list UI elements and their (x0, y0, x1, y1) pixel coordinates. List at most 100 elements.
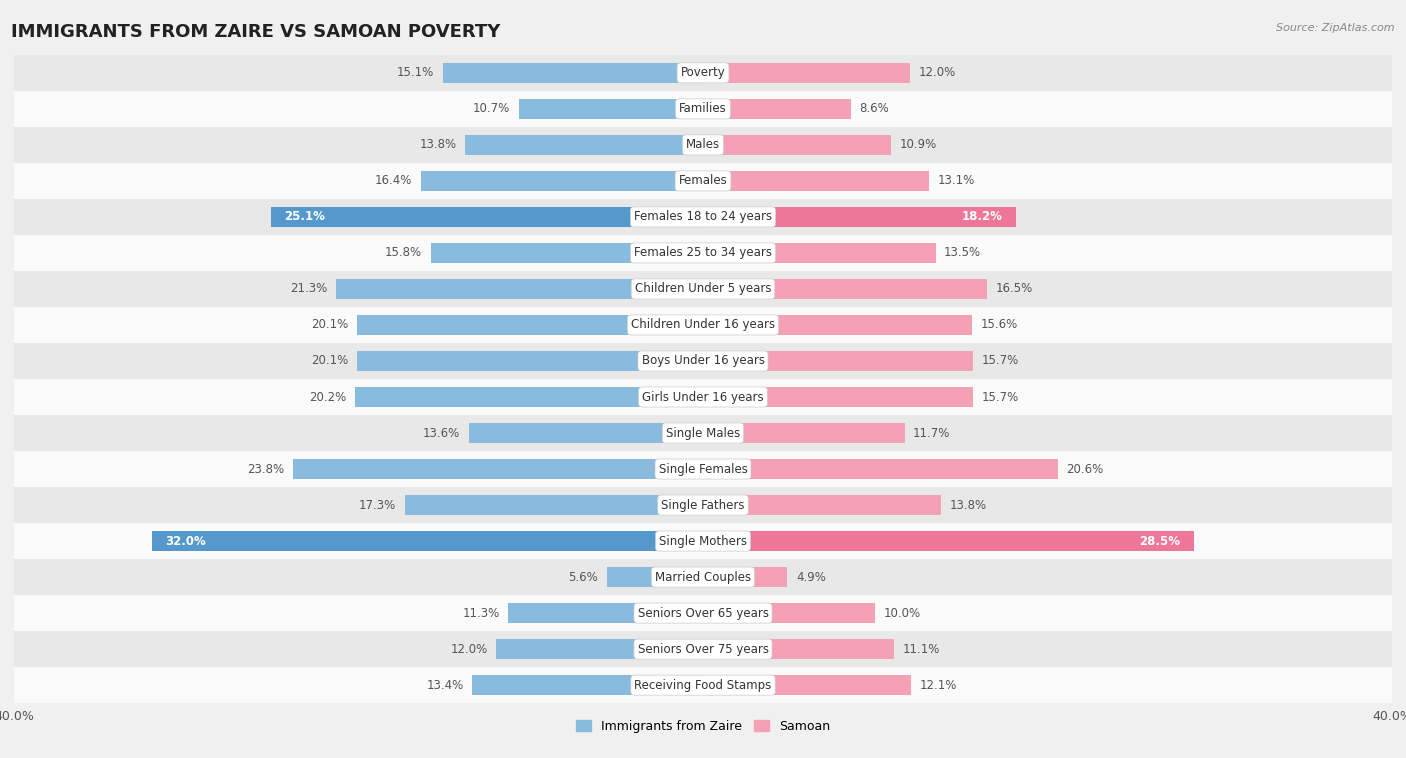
Text: 15.8%: 15.8% (385, 246, 422, 259)
Text: IMMIGRANTS FROM ZAIRE VS SAMOAN POVERTY: IMMIGRANTS FROM ZAIRE VS SAMOAN POVERTY (11, 23, 501, 41)
Text: 10.0%: 10.0% (884, 606, 921, 619)
Bar (430, 243, 703, 263)
Text: Seniors Over 75 years: Seniors Over 75 years (637, 643, 769, 656)
Text: Poverty: Poverty (681, 67, 725, 80)
Text: 10.7%: 10.7% (472, 102, 510, 115)
Bar (519, 99, 703, 119)
Bar (468, 423, 703, 443)
Bar (357, 315, 703, 335)
Bar (509, 603, 703, 623)
Text: Single Females: Single Females (658, 462, 748, 475)
Bar (703, 567, 787, 587)
Bar (703, 675, 911, 695)
Text: 13.4%: 13.4% (426, 678, 464, 691)
Text: 15.7%: 15.7% (981, 355, 1019, 368)
Text: Males: Males (686, 139, 720, 152)
Bar (703, 63, 910, 83)
Bar (703, 603, 875, 623)
Bar (14, 667, 1392, 703)
Bar (356, 387, 703, 407)
Bar (14, 199, 1392, 235)
Text: 18.2%: 18.2% (962, 211, 1002, 224)
Bar (14, 271, 1392, 307)
Text: Children Under 16 years: Children Under 16 years (631, 318, 775, 331)
Text: 16.4%: 16.4% (374, 174, 412, 187)
Bar (703, 351, 973, 371)
Bar (405, 495, 703, 515)
Text: 20.6%: 20.6% (1066, 462, 1104, 475)
Bar (703, 243, 935, 263)
Text: 5.6%: 5.6% (568, 571, 598, 584)
Text: 10.9%: 10.9% (900, 139, 936, 152)
Text: Females 25 to 34 years: Females 25 to 34 years (634, 246, 772, 259)
Text: 11.3%: 11.3% (463, 606, 499, 619)
Bar (703, 423, 904, 443)
Text: 8.6%: 8.6% (859, 102, 890, 115)
Text: Females 18 to 24 years: Females 18 to 24 years (634, 211, 772, 224)
Bar (14, 415, 1392, 451)
Text: Children Under 5 years: Children Under 5 years (634, 283, 772, 296)
Bar (703, 315, 972, 335)
Bar (703, 99, 851, 119)
Text: Source: ZipAtlas.com: Source: ZipAtlas.com (1277, 23, 1395, 33)
Bar (14, 163, 1392, 199)
Text: 32.0%: 32.0% (166, 534, 207, 547)
Bar (465, 135, 703, 155)
Text: 17.3%: 17.3% (359, 499, 396, 512)
Text: 13.5%: 13.5% (945, 246, 981, 259)
Text: 12.0%: 12.0% (918, 67, 956, 80)
Bar (14, 487, 1392, 523)
Text: 11.1%: 11.1% (903, 643, 941, 656)
Bar (336, 279, 703, 299)
Text: 28.5%: 28.5% (1139, 534, 1180, 547)
Text: 13.1%: 13.1% (938, 174, 974, 187)
Bar (703, 135, 891, 155)
Bar (14, 595, 1392, 631)
Text: Girls Under 16 years: Girls Under 16 years (643, 390, 763, 403)
Text: 15.7%: 15.7% (981, 390, 1019, 403)
Text: 13.6%: 13.6% (423, 427, 460, 440)
Bar (14, 631, 1392, 667)
Text: 4.9%: 4.9% (796, 571, 825, 584)
Bar (703, 387, 973, 407)
Bar (703, 171, 928, 191)
Bar (606, 567, 703, 587)
Bar (496, 639, 703, 659)
Bar (703, 639, 894, 659)
Bar (292, 459, 703, 479)
Text: 15.1%: 15.1% (396, 67, 434, 80)
Bar (703, 279, 987, 299)
Text: Single Males: Single Males (666, 427, 740, 440)
Bar (271, 207, 703, 227)
Text: Receiving Food Stamps: Receiving Food Stamps (634, 678, 772, 691)
Bar (14, 55, 1392, 91)
Bar (14, 307, 1392, 343)
Bar (443, 63, 703, 83)
Bar (420, 171, 703, 191)
Text: Married Couples: Married Couples (655, 571, 751, 584)
Text: 13.8%: 13.8% (949, 499, 987, 512)
Text: Single Mothers: Single Mothers (659, 534, 747, 547)
Text: 21.3%: 21.3% (290, 283, 328, 296)
Text: 20.1%: 20.1% (311, 355, 349, 368)
Bar (14, 559, 1392, 595)
Bar (472, 675, 703, 695)
Bar (703, 459, 1057, 479)
Bar (14, 379, 1392, 415)
Text: 13.8%: 13.8% (419, 139, 457, 152)
Text: 25.1%: 25.1% (284, 211, 325, 224)
Bar (703, 207, 1017, 227)
Text: Seniors Over 65 years: Seniors Over 65 years (637, 606, 769, 619)
Text: 20.2%: 20.2% (309, 390, 346, 403)
Text: 23.8%: 23.8% (247, 462, 284, 475)
Text: 12.1%: 12.1% (920, 678, 957, 691)
Legend: Immigrants from Zaire, Samoan: Immigrants from Zaire, Samoan (571, 715, 835, 738)
Text: Single Fathers: Single Fathers (661, 499, 745, 512)
Text: 12.0%: 12.0% (450, 643, 488, 656)
Text: 20.1%: 20.1% (311, 318, 349, 331)
Bar (703, 531, 1194, 551)
Bar (703, 495, 941, 515)
Text: Families: Families (679, 102, 727, 115)
Bar (14, 523, 1392, 559)
Bar (14, 343, 1392, 379)
